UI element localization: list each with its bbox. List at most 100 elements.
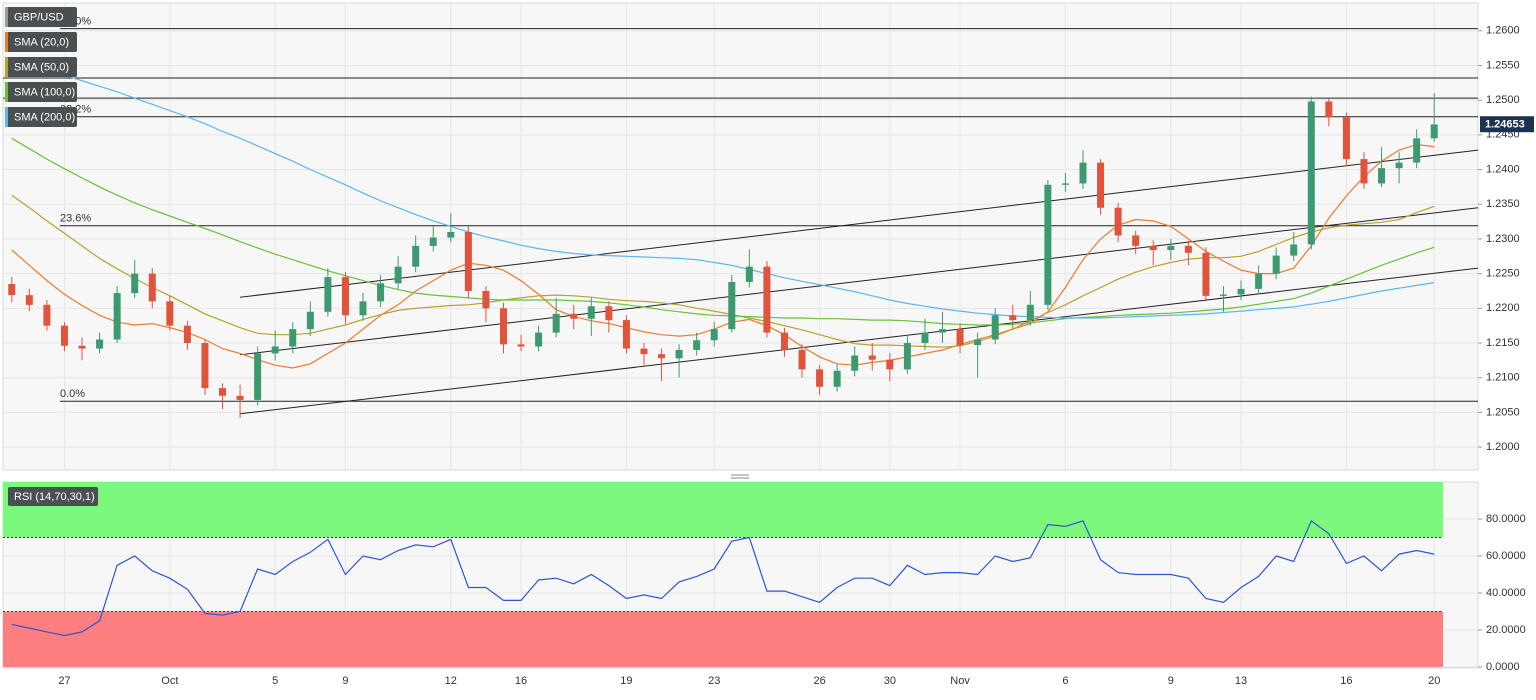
candle-body [1272, 255, 1280, 274]
y-tick-label: 1.2150 [1486, 337, 1520, 349]
candle-body [447, 231, 455, 238]
candle-body [25, 295, 33, 305]
y-tick-label: 1.2000 [1486, 441, 1520, 453]
candle-body [96, 339, 104, 349]
candle-body [1430, 124, 1438, 139]
trend-line [240, 267, 1479, 415]
sma-line [11, 137, 1435, 326]
legend-label: SMA (50,0) [14, 61, 69, 73]
candle-body [1044, 184, 1052, 305]
candle-body [763, 266, 771, 333]
y-tick-label: 60.0000 [1486, 550, 1526, 562]
y-tick-label: 20.0000 [1486, 624, 1526, 636]
candle-body [1079, 162, 1087, 184]
x-tick-label: 19 [620, 675, 632, 687]
legend-swatch [5, 57, 8, 77]
price-panel [2, 2, 1479, 471]
candle-body [341, 277, 349, 316]
x-tick-label: 16 [515, 675, 527, 687]
candle-body [622, 320, 630, 349]
legend-item[interactable]: SMA (100,0) [5, 82, 77, 102]
legend-item[interactable]: SMA (50,0) [5, 57, 77, 77]
x-tick-label: 5 [272, 675, 278, 687]
legend-item[interactable]: RSI (14,70,30,1) [8, 487, 98, 506]
candle-body [1149, 245, 1157, 251]
legend-label: GBP/USD [14, 11, 64, 23]
last-price-label: 1.24653 [1485, 119, 1525, 131]
candle-body [675, 349, 683, 359]
candle-body [166, 301, 174, 326]
y-tick-label: 1.2500 [1486, 94, 1520, 106]
candle-body [1184, 245, 1192, 253]
y-tick-label: 1.2300 [1486, 233, 1520, 245]
candle-body [412, 245, 420, 267]
legend-swatch [5, 82, 8, 102]
candle-body [1114, 207, 1122, 236]
sma-line [11, 143, 1435, 369]
x-tick-label: 9 [342, 675, 348, 687]
candle-body [1061, 183, 1069, 185]
y-tick-label: 1.2050 [1486, 406, 1520, 418]
candle-body [1202, 252, 1210, 296]
y-tick-label: 1.2350 [1486, 198, 1520, 210]
x-tick-label: 30 [884, 675, 896, 687]
candle-body [798, 349, 806, 370]
y-tick-label: 40.0000 [1486, 587, 1526, 599]
sma-line [11, 59, 1435, 319]
legend-box [5, 7, 77, 27]
candle-body [499, 308, 507, 345]
legend-item[interactable]: SMA (200,0) [5, 107, 77, 127]
candle-body [1413, 138, 1421, 163]
x-tick-label: 26 [813, 675, 825, 687]
candle-body [833, 370, 841, 387]
legend-box [5, 57, 77, 77]
candle-body [640, 348, 648, 355]
candle-body [903, 343, 911, 370]
legend-label: SMA (200,0) [14, 111, 75, 123]
candle-body [886, 359, 894, 370]
y-tick-label: 1.2400 [1486, 163, 1520, 175]
candle-body [1219, 294, 1227, 296]
panel-resize-handle[interactable] [731, 474, 749, 479]
x-tick-label: 6 [1062, 675, 1068, 687]
candle-body [1342, 117, 1350, 160]
candle-body [1360, 159, 1368, 184]
candle-body [939, 329, 947, 333]
candle-body [1009, 315, 1017, 321]
candle-body [868, 355, 876, 360]
legend-item[interactable]: SMA (20,0) [5, 32, 77, 52]
legend-box [8, 487, 98, 506]
candle-body [991, 315, 999, 340]
fib-label: 23.6% [60, 213, 91, 225]
candle-body [780, 332, 788, 350]
legend-item[interactable]: GBP/USD [5, 7, 77, 27]
legend-label: SMA (20,0) [14, 36, 69, 48]
candle-body [1378, 168, 1386, 184]
candle-body [570, 313, 578, 319]
candle-body [1237, 288, 1245, 295]
candle-body [377, 283, 385, 302]
legend-box [5, 32, 77, 52]
candle-body [658, 354, 666, 359]
candle-body [605, 306, 613, 321]
y-tick-label: 1.2550 [1486, 59, 1520, 71]
x-tick-label: 13 [1235, 675, 1247, 687]
y-tick-label: 80.0000 [1486, 513, 1526, 525]
candle-body [710, 329, 718, 341]
x-tick-label: 9 [1168, 675, 1174, 687]
candle-body [306, 311, 314, 330]
x-tick-label: 20 [1428, 675, 1440, 687]
candle-body [1167, 245, 1175, 251]
candle-body [816, 369, 824, 387]
candle-body [1307, 101, 1315, 245]
candle-body [60, 325, 68, 346]
sma-line [11, 194, 1435, 348]
legend-swatch [5, 7, 8, 27]
oversold-zone [3, 611, 1443, 667]
trend-line [240, 207, 1479, 356]
x-tick-label: Nov [950, 675, 970, 687]
fib-label: 0.0% [60, 388, 85, 400]
candle-body [254, 353, 262, 400]
y-tick-label: 1.2250 [1486, 268, 1520, 280]
legend-label: RSI (14,70,30,1) [14, 491, 95, 503]
